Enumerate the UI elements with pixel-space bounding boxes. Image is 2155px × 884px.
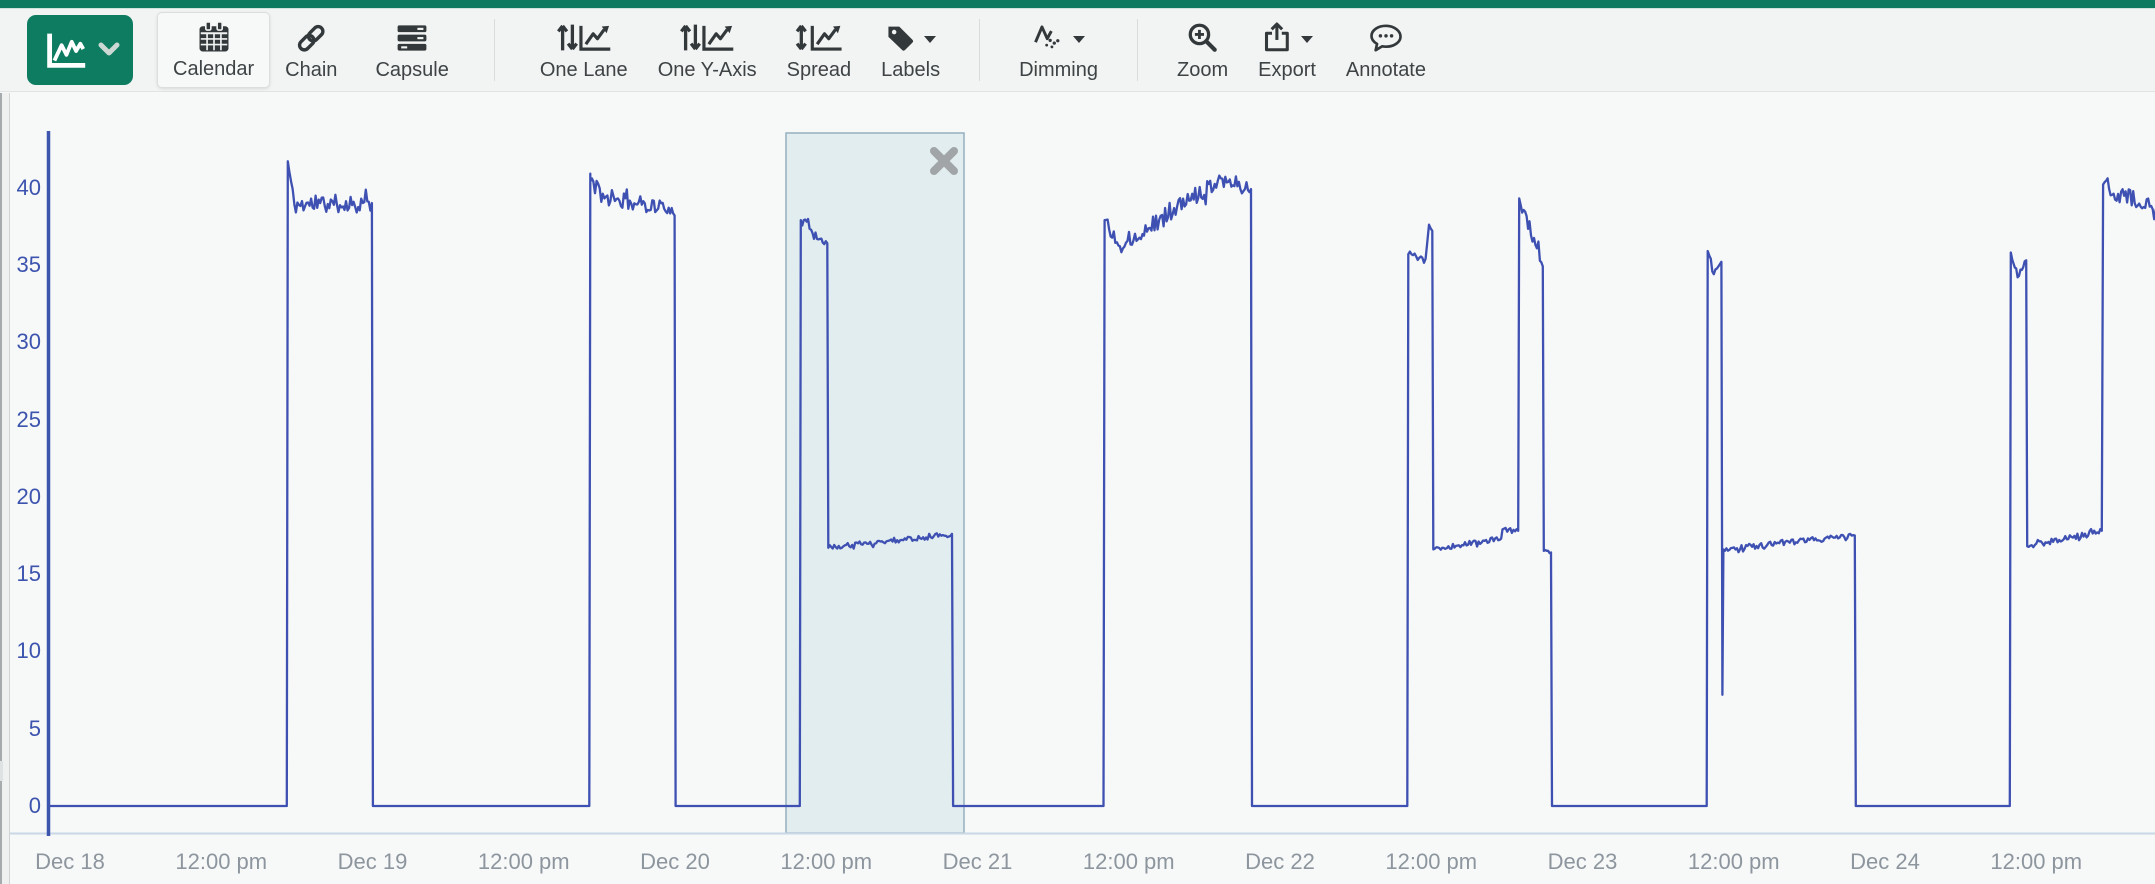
capsule-button[interactable]: Capsule <box>360 12 463 88</box>
x-tick-label: Dec 20 <box>640 849 710 874</box>
labels-button[interactable]: Labels <box>866 12 955 88</box>
x-tick-label: 12:00 pm <box>1990 849 2083 874</box>
y-axis-labels: 0 5 10 15 20 25 30 35 40 <box>0 0 44 884</box>
chain-button[interactable]: Chain <box>270 12 352 88</box>
caret-down-icon <box>1301 36 1314 43</box>
close-x-icon <box>925 142 963 180</box>
x-tick-label: 12:00 pm <box>1082 849 1175 874</box>
y-tick-label: 10 <box>16 638 41 664</box>
x-tick-label: Dec 22 <box>1245 849 1315 874</box>
y-tick-label: 5 <box>28 715 41 741</box>
chain-button-label: Chain <box>285 58 338 81</box>
y-tick-label: 25 <box>16 406 41 432</box>
export-button[interactable]: Export <box>1243 12 1331 88</box>
view-selector-button[interactable] <box>27 14 133 85</box>
spread-button[interactable]: Spread <box>772 12 867 88</box>
x-tick-label: 12:00 pm <box>477 849 570 874</box>
chain-link-icon <box>294 21 328 55</box>
x-tick-label: Dec 21 <box>942 849 1013 874</box>
calendar-button-label: Calendar <box>173 57 255 80</box>
x-tick-label: Dec 18 <box>35 849 105 874</box>
annotate-button[interactable]: Annotate <box>1331 12 1441 88</box>
y-tick-label: 35 <box>16 251 41 277</box>
x-tick-label: 12:00 pm <box>175 849 268 874</box>
zoom-button[interactable]: Zoom <box>1162 12 1243 88</box>
gutter-handle[interactable] <box>0 761 3 781</box>
trend-chart-icon <box>40 28 90 72</box>
selected-time-region[interactable] <box>785 132 965 834</box>
x-tick-label: Dec 19 <box>337 849 408 874</box>
dimmed-trend-dots-icon <box>1032 22 1066 53</box>
y-tick-label: 30 <box>16 329 41 355</box>
capsule-rows-icon <box>396 23 428 53</box>
spread-button-label: Spread <box>786 58 852 81</box>
annotate-button-label: Annotate <box>1345 58 1426 81</box>
top-accent-bar <box>0 0 2155 9</box>
toolbar-divider <box>979 18 981 81</box>
calendar-button[interactable]: Calendar <box>157 11 271 88</box>
toolbar-divider <box>1136 18 1138 81</box>
one-y-axis-button[interactable]: One Y-Axis <box>643 12 772 88</box>
one-y-axis-button-label: One Y-Axis <box>657 58 757 81</box>
y-tick-label: 0 <box>28 793 41 818</box>
one-lane-button[interactable]: One Lane <box>525 12 643 88</box>
x-tick-label: Dec 23 <box>1547 849 1618 874</box>
toolbar-divider <box>493 18 495 81</box>
arrows-updown-trend-icon <box>678 21 736 54</box>
toolbar: Calendar Chain <box>0 8 2155 92</box>
dimming-button-label: Dimming <box>1019 58 1098 81</box>
chevron-down-icon <box>98 42 120 57</box>
arrows-updown-trend-icon <box>555 21 613 54</box>
labels-button-label: Labels <box>881 58 941 81</box>
dimming-button[interactable]: Dimming <box>1004 12 1113 88</box>
x-tick-label: Dec 24 <box>1850 849 1920 874</box>
capsule-button-label: Capsule <box>375 58 449 81</box>
caret-down-icon <box>1073 36 1086 43</box>
y-tick-label: 15 <box>16 561 41 587</box>
magnifier-plus-icon <box>1186 21 1219 54</box>
x-tick-label: 12:00 pm <box>1687 849 1780 874</box>
export-button-label: Export <box>1258 58 1316 81</box>
calendar-icon <box>197 20 231 54</box>
x-tick-label: 12:00 pm <box>1385 849 1478 874</box>
export-arrow-icon <box>1261 21 1294 54</box>
speech-bubble-icon <box>1368 22 1404 54</box>
selection-close-button[interactable] <box>925 142 963 180</box>
caret-down-icon <box>924 36 937 43</box>
y-tick-label: 20 <box>16 483 41 509</box>
one-lane-button-label: One Lane <box>539 58 628 81</box>
zoom-button-label: Zoom <box>1176 58 1229 81</box>
signal-trend-line <box>48 160 2155 808</box>
x-tick-label: 12:00 pm <box>780 849 873 874</box>
tag-icon <box>885 23 917 53</box>
left-panel-gutter[interactable] <box>0 93 10 884</box>
y-tick-label: 40 <box>16 174 41 200</box>
arrow-vertical-trend-icon <box>794 21 844 54</box>
